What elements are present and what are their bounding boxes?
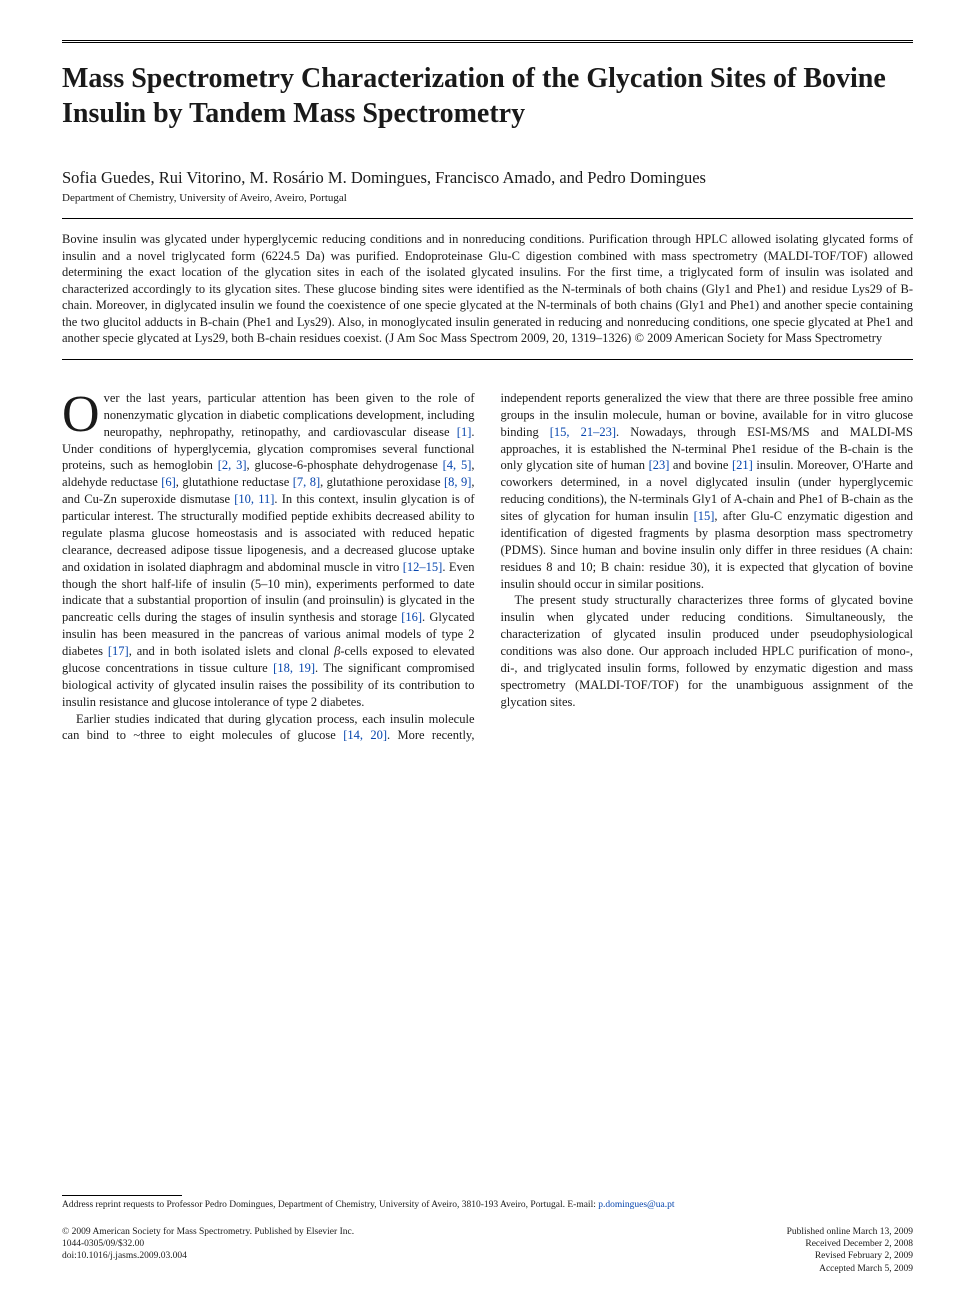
correspondence-footnote: Address reprint requests to Professor Pe… — [62, 1200, 913, 1212]
issn-price: 1044-0305/09/$32.00 — [62, 1238, 354, 1250]
body-paragraph-1: Over the last years, particular attentio… — [62, 390, 475, 711]
article-title: Mass Spectrometry Characterization of th… — [62, 61, 913, 131]
revised-date: Revised February 2, 2009 — [787, 1250, 913, 1262]
ref-link[interactable]: [4, 5] — [443, 458, 472, 472]
ref-link[interactable]: [17] — [108, 644, 129, 658]
published-online: Published online March 13, 2009 — [787, 1226, 913, 1238]
ref-link[interactable]: [23] — [649, 458, 670, 472]
ref-link[interactable]: [1] — [457, 425, 472, 439]
ref-link[interactable]: [15, 21–23] — [550, 425, 616, 439]
accepted-date: Accepted March 5, 2009 — [787, 1263, 913, 1275]
footer-left: © 2009 American Society for Mass Spectro… — [62, 1226, 354, 1275]
ref-link[interactable]: [16] — [401, 610, 422, 624]
ref-link[interactable]: [7, 8] — [293, 475, 320, 489]
p1-text: ver the last years, particular attention… — [62, 391, 475, 709]
ref-link[interactable]: [6] — [161, 475, 176, 489]
authors: Sofia Guedes, Rui Vitorino, M. Rosário M… — [62, 167, 913, 188]
footnote-rule — [62, 1195, 182, 1196]
abstract-text: Bovine insulin was glycated under hyperg… — [62, 231, 913, 347]
ref-link[interactable]: [8, 9] — [444, 475, 471, 489]
ref-link[interactable]: [14, 20] — [343, 728, 387, 742]
footnote-text: Address reprint requests to Professor Pe… — [62, 1200, 598, 1210]
footer-right: Published online March 13, 2009 Received… — [787, 1226, 913, 1275]
body-paragraph-3: The present study structurally character… — [501, 592, 914, 710]
body-columns: Over the last years, particular attentio… — [62, 390, 913, 744]
doi: doi:10.1016/j.jasms.2009.03.004 — [62, 1250, 354, 1262]
ref-link[interactable]: [21] — [732, 458, 753, 472]
affiliation: Department of Chemistry, University of A… — [62, 192, 913, 204]
ref-link[interactable]: [10, 11] — [234, 492, 274, 506]
ref-link[interactable]: [2, 3] — [218, 458, 247, 472]
ref-link[interactable]: [12–15] — [403, 560, 443, 574]
footnote-email-link[interactable]: p.domingues@ua.pt — [598, 1200, 674, 1210]
copyright-line: © 2009 American Society for Mass Spectro… — [62, 1226, 354, 1238]
dropcap: O — [62, 390, 104, 437]
page-footer: Address reprint requests to Professor Pe… — [62, 1195, 913, 1275]
footer-row: © 2009 American Society for Mass Spectro… — [62, 1226, 913, 1275]
ref-link[interactable]: [15] — [694, 509, 715, 523]
abstract-container: Bovine insulin was glycated under hyperg… — [62, 218, 913, 360]
top-rule — [62, 40, 913, 43]
ref-link[interactable]: [18, 19] — [273, 661, 315, 675]
received-date: Received December 2, 2008 — [787, 1238, 913, 1250]
